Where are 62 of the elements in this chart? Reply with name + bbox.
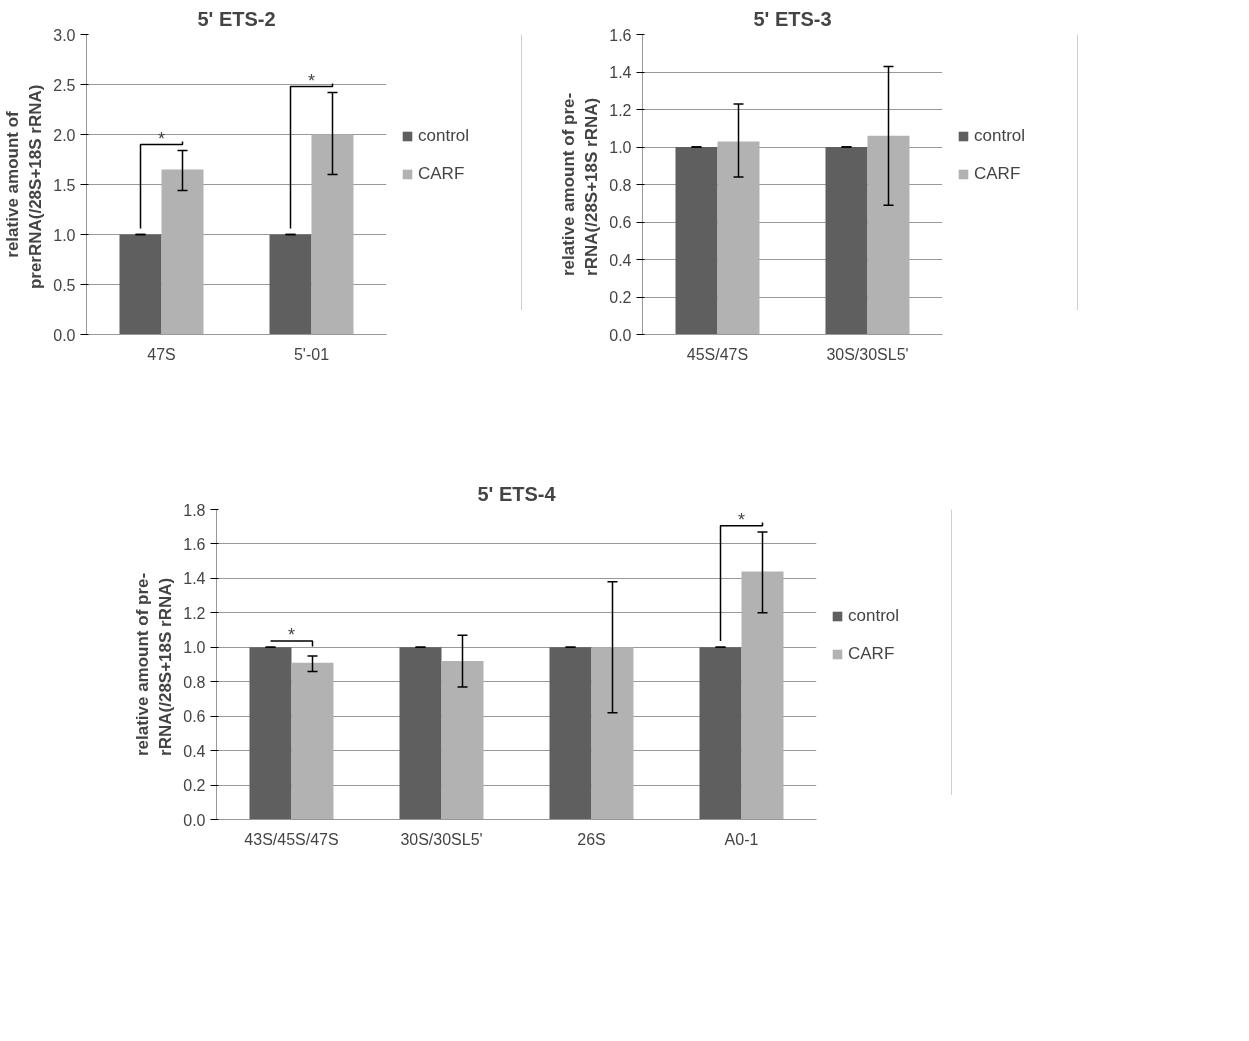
annotation: * [308, 70, 316, 91]
annotation: * [738, 509, 746, 530]
y-tick-label: 0.5 [53, 276, 76, 294]
legend-label: CARF [418, 163, 465, 184]
x-tick-label: 47S [147, 345, 176, 363]
y-tick-label: 1.0 [183, 639, 206, 657]
x-tick-label: A0-1 [724, 830, 759, 848]
bar [119, 234, 162, 335]
x-tick-label: 30S/30SL5' [400, 830, 483, 848]
y-axis-title: relative amount of prerRNA(/28S+18S rRNA) [3, 84, 46, 290]
legend-label: control [974, 125, 1026, 146]
x-tick-label: 45S/47S [686, 345, 749, 363]
annotation: * [158, 128, 166, 149]
bar [249, 647, 292, 820]
bar [441, 661, 484, 820]
bar [269, 234, 312, 335]
y-tick-label: 0.0 [609, 326, 632, 344]
y-tick-label: 1.6 [609, 26, 632, 44]
y-tick-label: 0.4 [609, 251, 632, 269]
x-tick-label: 43S/45S/47S [244, 830, 339, 848]
bar [549, 647, 592, 820]
legend-label: CARF [974, 163, 1021, 184]
annotation: * [288, 625, 296, 646]
chart-title: 5' ETS-3 [753, 7, 832, 30]
y-tick-label: 1.5 [53, 176, 76, 194]
y-tick-label: 0.6 [183, 708, 206, 726]
x-tick-label: 5'-01 [293, 345, 330, 363]
y-tick-label: 0.6 [609, 214, 632, 231]
y-tick-label: 0.2 [609, 289, 632, 306]
y-tick-label: 0.8 [183, 673, 206, 691]
legend-label: control [848, 605, 900, 626]
y-tick-label: 1.2 [609, 101, 632, 119]
y-tick-label: 3.0 [53, 26, 76, 44]
bar [699, 647, 742, 820]
chart-title: 5' ETS-2 [197, 7, 276, 30]
legend-label: CARF [848, 643, 895, 664]
y-tick-label: 1.4 [609, 64, 632, 81]
y-tick-label: 1.8 [183, 501, 206, 519]
y-tick-label: 1.4 [183, 570, 206, 588]
bar [311, 134, 354, 335]
x-tick-label: 26S [577, 830, 606, 848]
y-tick-label: 1.6 [183, 535, 206, 553]
legend-label: control [418, 125, 470, 146]
y-tick-label: 1.0 [53, 226, 76, 244]
bar [591, 647, 634, 820]
y-tick-label: 2.0 [53, 126, 76, 144]
y-tick-label: 1.2 [183, 604, 206, 622]
y-tick-label: 0.0 [53, 326, 76, 344]
y-tick-label: 0.8 [609, 176, 632, 194]
bar [399, 647, 442, 820]
y-axis-title: relative amount of pre- rRNA(/28S+18S rRNA) [559, 92, 602, 277]
x-tick-label: 30S/30SL5' [826, 345, 909, 363]
y-axis-title: relative amount of pre- rRNA(/28S+18S rRNA) [133, 572, 176, 757]
bar [161, 169, 204, 335]
y-tick-label: 0.2 [183, 777, 206, 795]
y-tick-label: 1.0 [609, 139, 632, 156]
bar [291, 662, 334, 820]
bar [741, 571, 784, 820]
y-tick-label: 0.4 [183, 742, 206, 760]
y-tick-label: 2.5 [53, 76, 76, 94]
chart-title: 5' ETS-4 [477, 482, 557, 505]
y-tick-label: 0.0 [183, 811, 206, 829]
